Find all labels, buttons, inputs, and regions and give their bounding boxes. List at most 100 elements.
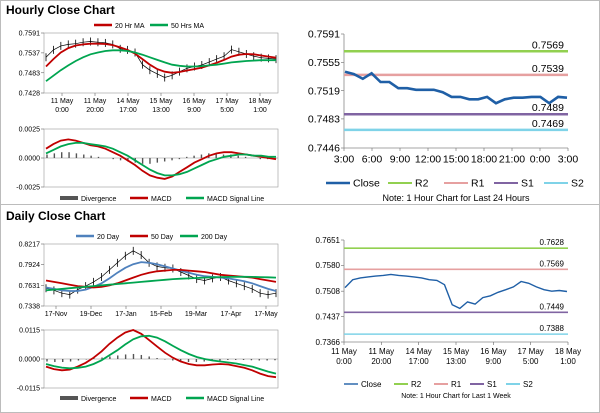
x-tick-label: 14 May bbox=[406, 347, 432, 356]
chart-note: Note: 1 Hour Chart for Last 1 Week bbox=[401, 393, 511, 400]
legend-label: 20 Hr MA bbox=[115, 23, 145, 30]
section-divider bbox=[0, 204, 600, 205]
y-tick-label: -0.0115 bbox=[17, 386, 40, 393]
y-tick-label: 0.7483 bbox=[308, 114, 340, 126]
legend-label: 200 Day bbox=[201, 234, 228, 241]
level-label-s2: 0.7388 bbox=[540, 324, 565, 333]
x-tick-label: 14 May bbox=[117, 98, 140, 105]
y-tick-label: 0.7366 bbox=[316, 338, 341, 347]
legend-label: 50 Day bbox=[151, 234, 174, 241]
legend-label: R1 bbox=[471, 178, 485, 190]
legend-label: R2 bbox=[415, 178, 429, 190]
x-tick-label: 1:00 bbox=[560, 357, 576, 366]
legend-label: Close bbox=[353, 178, 380, 190]
y-tick-label: 0.8217 bbox=[19, 242, 41, 249]
legend-label: MACD bbox=[151, 396, 172, 403]
x-tick-label: 5:00 bbox=[523, 357, 539, 366]
x-tick-label: 17:00 bbox=[409, 357, 430, 366]
level-label-bg bbox=[526, 116, 566, 128]
legend-label: Divergence bbox=[81, 396, 117, 403]
y-tick-label: 0.7651 bbox=[316, 236, 341, 245]
legend-label: S2 bbox=[571, 178, 584, 190]
level-label-r2: 0.7628 bbox=[540, 238, 565, 247]
hourly-macd-chart: 0.0025 0.0000 -0.0025 Divergence MACD MACD Si… bbox=[16, 127, 279, 203]
level-label-bg bbox=[526, 61, 566, 73]
daily-section-title: Daily Close Chart bbox=[6, 209, 106, 223]
y-tick-label: 0.7924 bbox=[19, 262, 41, 269]
x-tick-label: 20:00 bbox=[371, 357, 392, 366]
series-macd bbox=[45, 329, 277, 379]
x-tick-label: 18 May bbox=[555, 347, 581, 356]
x-tick-label: 19-Mar bbox=[185, 311, 208, 318]
y-tick-label: 0.7508 bbox=[316, 287, 341, 296]
x-tick-label: 3:00 bbox=[334, 154, 355, 166]
series-macd bbox=[45, 138, 277, 180]
x-tick-label: 11 May bbox=[84, 98, 107, 105]
x-tick-label: 3:00 bbox=[558, 154, 579, 166]
x-tick-label: 6:00 bbox=[362, 154, 383, 166]
legend-label: S2 bbox=[523, 380, 533, 389]
series-close bbox=[344, 70, 568, 105]
x-tick-label: 9:00 bbox=[187, 107, 201, 114]
level-label-s2: 0.7469 bbox=[532, 118, 564, 130]
daily-week-chart: 0.7651 0.7580 0.7508 0.7437 0.7366 0.7628 0.75… bbox=[316, 236, 582, 400]
legend-label: S1 bbox=[521, 178, 534, 190]
y-tick-label: 0.7591 bbox=[308, 29, 340, 41]
level-label-bg bbox=[526, 37, 566, 50]
y-tick-label: 0.0000 bbox=[19, 156, 41, 163]
daily-price-chart: 20 Day 50 Day 200 Day 0.8217 0.7924 0.7631 0.7… bbox=[19, 234, 279, 318]
y-tick-label: 0.7483 bbox=[19, 70, 41, 77]
y-tick-label: 0.7446 bbox=[308, 143, 340, 155]
level-label-r1: 0.7539 bbox=[532, 63, 564, 75]
x-tick-label: 15 May bbox=[443, 347, 469, 356]
x-tick-label: 20:00 bbox=[86, 107, 104, 114]
x-tick-label: 9:00 bbox=[390, 154, 411, 166]
y-tick-label: 0.7555 bbox=[308, 57, 340, 69]
x-tick-label: 12:00 bbox=[415, 154, 441, 166]
y-tick-label: 0.7338 bbox=[19, 304, 41, 311]
y-tick-label: 0.7580 bbox=[316, 261, 341, 270]
legend-label: S1 bbox=[487, 380, 497, 389]
y-tick-label: 0.0025 bbox=[19, 127, 41, 134]
plot-frame bbox=[43, 32, 279, 94]
legend-label: MACD bbox=[151, 196, 172, 203]
x-tick-label: 13:00 bbox=[152, 107, 170, 114]
x-tick-label: 17-Jan bbox=[115, 311, 137, 318]
x-tick-label: 11 May bbox=[51, 98, 74, 105]
hourly-24h-chart: 0.7591 0.7555 0.7519 0.7483 0.7446 0.7569 0.75… bbox=[308, 29, 584, 203]
x-tick-label: 0:00 bbox=[336, 357, 352, 366]
x-tick-label: 13:00 bbox=[446, 357, 467, 366]
level-label-bg bbox=[526, 100, 566, 113]
x-tick-label: 15 May bbox=[150, 98, 173, 105]
level-label-s1: 0.7449 bbox=[540, 302, 565, 311]
daily-macd-chart: 0.0115 0.0000 -0.0115 Divergence MACD MACD Si… bbox=[17, 328, 279, 403]
x-tick-label: 17-Nov bbox=[45, 311, 68, 318]
x-tick-label: 17 May bbox=[216, 98, 239, 105]
y-tick-label: -0.0025 bbox=[16, 185, 40, 192]
legend-label: R2 bbox=[411, 380, 422, 389]
series-20-hr-ma bbox=[45, 42, 277, 74]
x-tick-label: 19-Dec bbox=[80, 311, 103, 318]
x-tick-label: 15:00 bbox=[443, 154, 469, 166]
series-macd-signal-line bbox=[45, 334, 277, 375]
x-tick-label: 1:00 bbox=[253, 107, 267, 114]
series-20-day bbox=[45, 261, 277, 292]
legend-label: Divergence bbox=[81, 196, 117, 203]
x-tick-label: 18 May bbox=[249, 98, 272, 105]
y-tick-label: 0.0000 bbox=[19, 357, 41, 364]
legend-label: Close bbox=[361, 380, 382, 389]
x-tick-label: 16 May bbox=[480, 347, 506, 356]
level-label-bg bbox=[536, 237, 566, 247]
x-tick-label: 9:00 bbox=[486, 357, 502, 366]
x-tick-label: 17 May bbox=[518, 347, 544, 356]
y-tick-label: 0.7428 bbox=[19, 91, 41, 98]
series-50-hrs-ma bbox=[45, 49, 276, 82]
level-label-bg bbox=[536, 258, 566, 268]
y-tick-label: 0.7591 bbox=[19, 31, 41, 38]
legend-label: R1 bbox=[451, 380, 462, 389]
series-200-day bbox=[45, 275, 277, 292]
x-tick-label: 11 May bbox=[369, 347, 395, 356]
y-tick-label: 0.7437 bbox=[316, 312, 341, 321]
x-tick-label: 0:00 bbox=[55, 107, 69, 114]
legend-label: MACD Signal Line bbox=[207, 196, 264, 203]
